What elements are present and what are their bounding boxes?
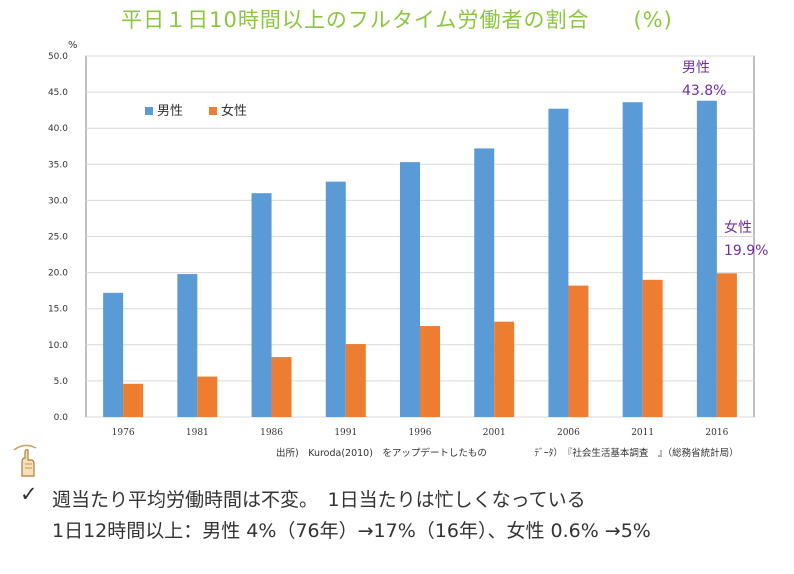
- legend-swatch-female: [209, 107, 217, 115]
- check-icon: ✓: [20, 482, 38, 506]
- y-tick-label: 50.0: [48, 52, 68, 62]
- x-tick-label: 1996: [409, 428, 432, 438]
- annotation-value: 43.8%: [682, 83, 726, 99]
- bar-female-1991: [345, 344, 366, 417]
- bar-male-2011: [622, 102, 643, 417]
- x-tick-label: 1981: [186, 428, 209, 438]
- bar-female-1996: [420, 326, 440, 417]
- bar-male-1976: [103, 292, 124, 417]
- bar-male-2001: [474, 148, 495, 417]
- y-tick-label: 20.0: [48, 269, 68, 279]
- bar-male-2016: [696, 100, 717, 417]
- bar-male-1981: [177, 274, 198, 417]
- x-tick-label: 2011: [631, 428, 654, 438]
- y-tick-label: 35.0: [48, 160, 68, 170]
- y-tick-label: 0.0: [54, 413, 69, 423]
- bar-female-2016: [716, 273, 737, 417]
- bar-female-2001: [494, 321, 515, 417]
- y-tick-label: 5.0: [54, 377, 69, 387]
- bar-male-1991: [325, 181, 346, 417]
- summary-line: 週当たり平均労働時間は不変。 1日当たりは忙しくなっている: [52, 489, 586, 511]
- chart-title: 平日１日10時間以上のフルタイム労働者の割合 (%): [121, 8, 673, 32]
- bar-female-1981: [197, 376, 218, 417]
- bar-male-1986: [251, 193, 272, 417]
- bar-female-1986: [271, 357, 292, 417]
- y-tick-label: 40.0: [48, 124, 68, 134]
- bar-male-2006: [548, 108, 569, 418]
- y-unit-label: %: [68, 40, 78, 51]
- annotation-label: 男性: [682, 60, 710, 76]
- bar-female-1976: [123, 383, 144, 417]
- x-tick-label: 2016: [705, 428, 728, 438]
- x-tick-label: 1986: [260, 428, 283, 438]
- annotation-value: 19.9%: [724, 243, 768, 259]
- y-tick-label: 10.0: [48, 341, 68, 351]
- annotation-label: 女性: [724, 219, 752, 236]
- point-hand-icon: [13, 444, 37, 477]
- legend-label: 男性: [157, 104, 183, 119]
- legend-swatch-male: [145, 107, 153, 115]
- y-tick-label: 15.0: [48, 305, 68, 315]
- legend-label: 女性: [221, 103, 247, 119]
- bar-female-2006: [568, 285, 589, 417]
- bar-female-2011: [642, 279, 663, 417]
- x-tick-label: 1991: [334, 428, 357, 438]
- y-tick-label: 25.0: [48, 233, 68, 243]
- detail-line: 1日12時間以上：男性 4%（76年）→17%（16年）、女性 0.6% →5%: [52, 520, 651, 542]
- bar-chart: 0.0 5.0 10.0 15.0 20.0 25.0 30.0 35.0 40.0 45.0 50…: [48, 40, 769, 438]
- x-tick-label: 1976: [112, 428, 135, 438]
- source-note: 出所) Kuroda(2010) をアップデートしたもの ﾃﾞｰﾀ） 『社会生活…: [276, 448, 739, 459]
- y-tick-label: 30.0: [48, 196, 68, 206]
- bar-male-1996: [400, 162, 420, 417]
- x-tick-label: 2006: [557, 428, 580, 438]
- x-tick-label: 2001: [483, 428, 506, 438]
- y-tick-label: 45.0: [48, 88, 68, 98]
